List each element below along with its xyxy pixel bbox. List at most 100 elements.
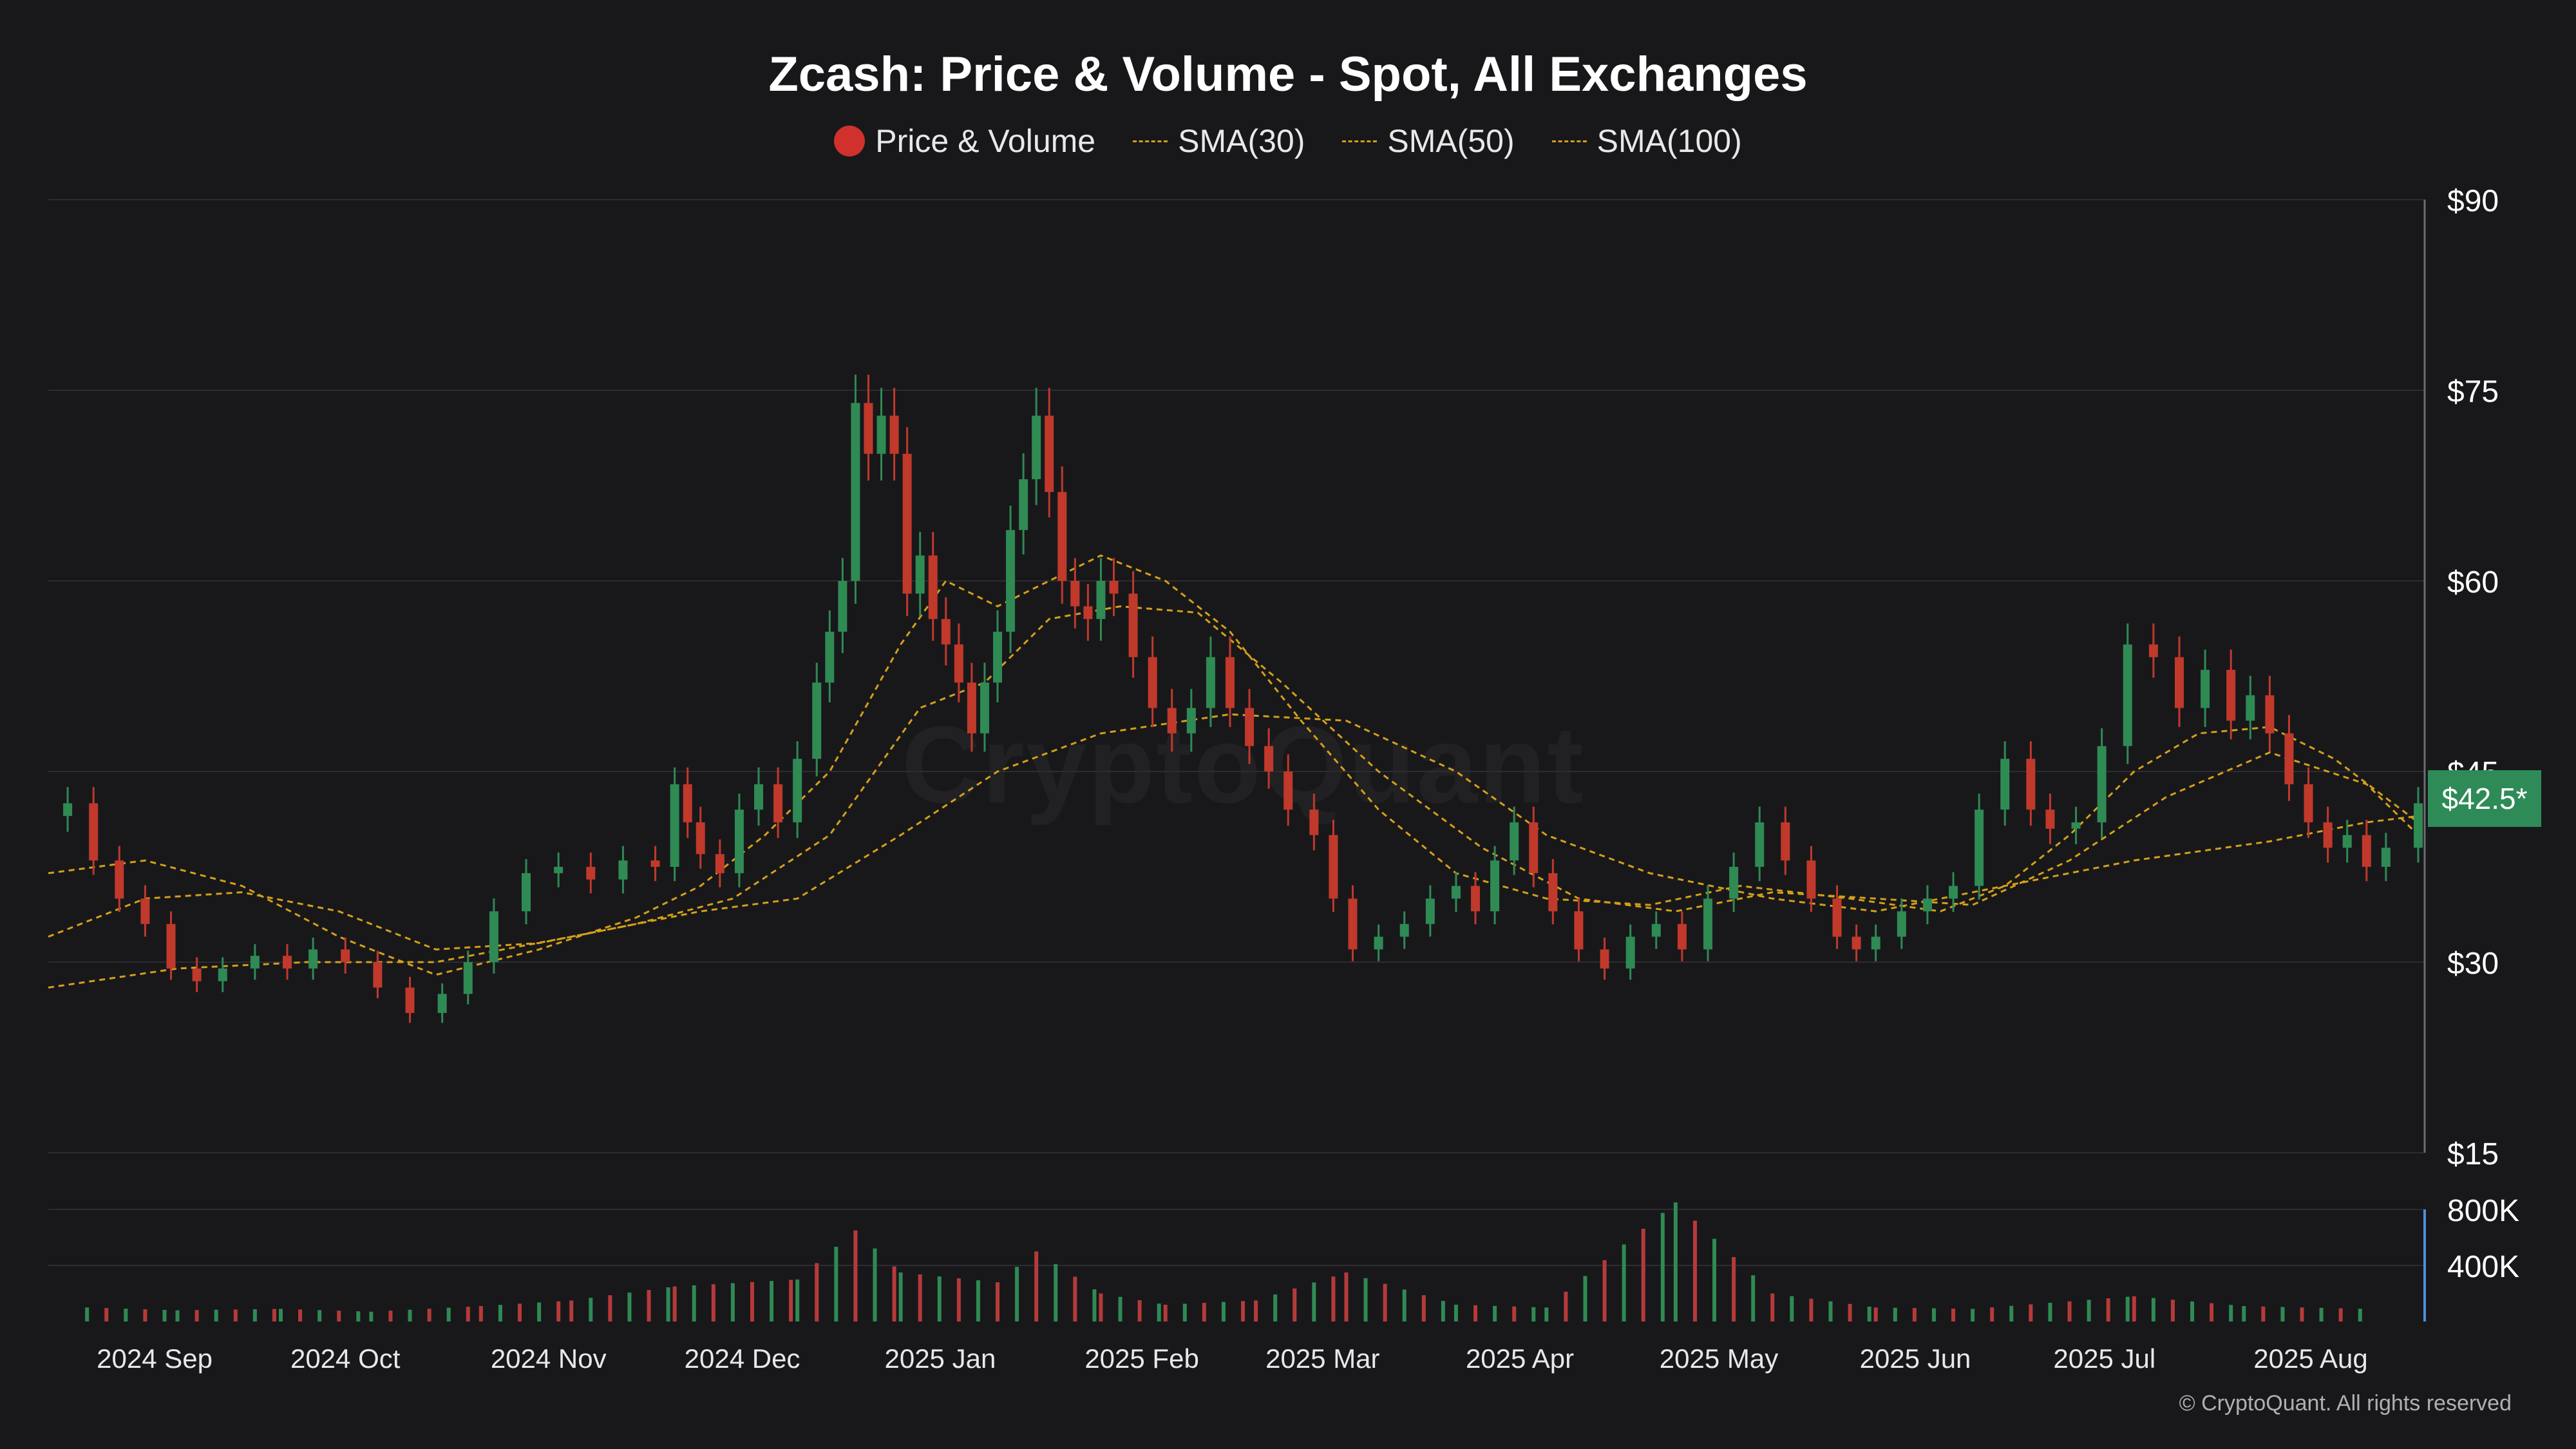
- candle-body: [683, 784, 692, 822]
- volume-bar: [162, 1309, 167, 1321]
- price-candle: [1832, 885, 1842, 949]
- price-candle: [715, 839, 724, 887]
- volume-bar: [750, 1282, 754, 1321]
- price-candle: [618, 846, 628, 894]
- volume-bar: [1344, 1272, 1349, 1321]
- volume-bar: [789, 1280, 793, 1321]
- volume-bar: [608, 1295, 612, 1321]
- candle-body: [902, 453, 912, 594]
- price-candle: [1309, 793, 1319, 851]
- volume-bar: [2338, 1308, 2343, 1321]
- candle-body: [2304, 784, 2313, 822]
- candle-body: [1425, 898, 1435, 924]
- volume-bar: [104, 1308, 109, 1321]
- price-candle: [1922, 885, 1932, 925]
- candle-body: [2045, 810, 2055, 829]
- x-tick-label: 2025 Jul: [2053, 1343, 2155, 1374]
- legend-item-sma50[interactable]: SMA(50): [1342, 122, 1515, 160]
- volume-bar: [956, 1278, 961, 1321]
- price-candle: [851, 374, 860, 604]
- candle-body: [2123, 644, 2132, 746]
- volume-bar: [2009, 1305, 2014, 1321]
- volume-bar: [2087, 1300, 2091, 1321]
- candle-body: [1729, 867, 1739, 899]
- candle-body: [1329, 835, 1338, 899]
- candle-body: [1806, 860, 1816, 899]
- candle-body: [876, 415, 886, 454]
- candle-body: [437, 994, 447, 1013]
- legend-item-sma30[interactable]: SMA(30): [1133, 122, 1305, 160]
- candle-body: [2265, 695, 2275, 734]
- volume-bar: [124, 1309, 128, 1321]
- x-tick-label: 2024 Sep: [97, 1343, 213, 1374]
- volume-bar: [770, 1281, 774, 1321]
- candle-body: [838, 581, 848, 632]
- price-candle: [1206, 636, 1215, 727]
- dashed-line-icon: [1133, 140, 1168, 142]
- candle-body: [463, 962, 473, 994]
- price-candle: [967, 663, 976, 752]
- price-candle: [1975, 793, 1984, 900]
- volume-bar: [1931, 1308, 1936, 1321]
- candle-body: [489, 911, 498, 962]
- legend-label-sma50: SMA(50): [1387, 123, 1515, 159]
- volume-bar: [1809, 1298, 1814, 1321]
- volume-bar: [1990, 1307, 1994, 1321]
- price-candle: [734, 793, 744, 887]
- price-candle: [1897, 898, 1906, 949]
- volume-bar: [2190, 1301, 2195, 1321]
- candle-body: [1703, 898, 1713, 950]
- price-candle: [405, 976, 415, 1023]
- volume-bar: [1221, 1302, 1226, 1321]
- candle-body: [696, 822, 705, 855]
- price-candle: [773, 767, 783, 838]
- volume-bar: [1951, 1308, 1956, 1321]
- price-candle: [283, 944, 292, 980]
- volume-bar: [672, 1286, 677, 1321]
- price-candle: [586, 852, 596, 894]
- volume-bar: [1493, 1305, 1497, 1321]
- x-tick-label: 2024 Oct: [290, 1343, 401, 1374]
- volume-bar: [647, 1290, 651, 1321]
- candle-body: [851, 402, 860, 581]
- candle-body: [1781, 822, 1790, 861]
- price-candle: [2246, 676, 2255, 740]
- candle-body: [993, 631, 1003, 683]
- price-candle: [812, 663, 822, 777]
- volume-tick-label: 800K: [2447, 1194, 2519, 1228]
- volume-bar: [1092, 1289, 1097, 1321]
- volume-tick-label: 400K: [2447, 1250, 2519, 1284]
- price-candle: [1186, 688, 1196, 752]
- price-candle: [753, 767, 763, 826]
- volume-bar: [1383, 1283, 1387, 1321]
- volume-bar: [298, 1309, 303, 1321]
- volume-bar: [1331, 1276, 1336, 1321]
- candle-body: [2246, 695, 2255, 721]
- candle-body: [341, 949, 350, 962]
- candle-body: [1206, 657, 1215, 708]
- volume-bar: [795, 1279, 800, 1321]
- price-candle: [115, 846, 124, 913]
- candle-body: [2174, 657, 2184, 708]
- candle-body: [2000, 759, 2010, 810]
- candle-body: [1490, 860, 1500, 912]
- volume-bar: [853, 1230, 858, 1321]
- legend-item-price-volume[interactable]: Price & Volume: [834, 122, 1095, 160]
- candle-body: [773, 784, 783, 822]
- legend-item-sma100[interactable]: SMA(100): [1551, 122, 1742, 160]
- candle-body: [2097, 746, 2107, 822]
- candle-body: [650, 860, 660, 867]
- volume-bar: [1912, 1308, 1917, 1321]
- price-candle: [2381, 833, 2391, 882]
- price-candle: [1399, 911, 1409, 949]
- volume-bar: [2210, 1303, 2214, 1321]
- volume-bar: [1473, 1305, 1478, 1321]
- volume-bar: [1363, 1278, 1368, 1321]
- volume-bar: [627, 1293, 632, 1321]
- price-candle: [696, 806, 705, 869]
- candle-body: [218, 968, 227, 981]
- volume-bar: [1622, 1244, 1626, 1321]
- candle-body: [586, 867, 596, 880]
- volume-bar: [356, 1311, 361, 1321]
